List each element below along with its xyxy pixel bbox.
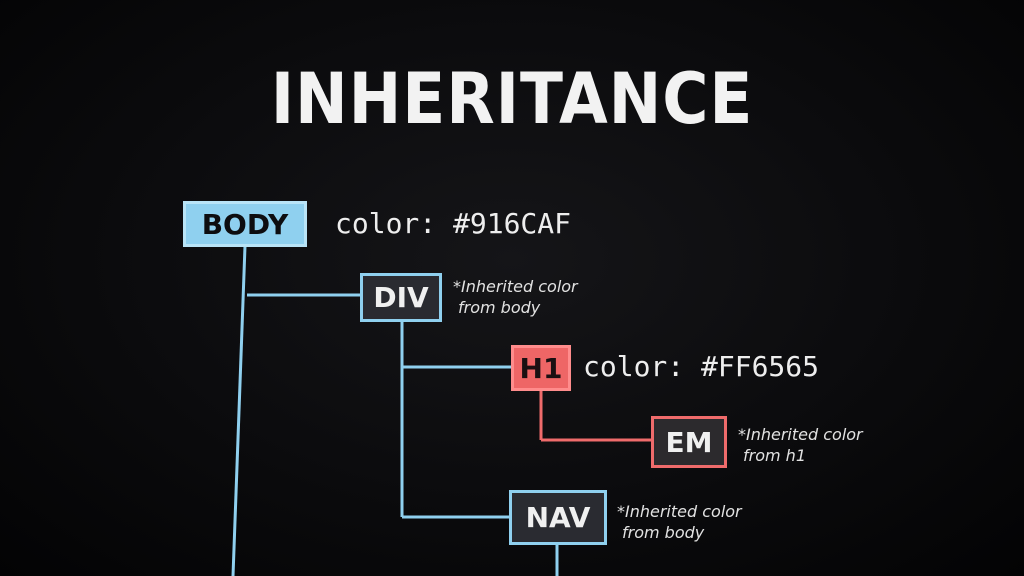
- note-nav-line2: from body: [622, 523, 705, 542]
- node-body-label: BODY: [201, 207, 289, 241]
- node-body: BODY: [183, 201, 307, 247]
- node-h1: H1: [511, 345, 571, 391]
- rule-h1: color: #FF6565: [583, 350, 820, 383]
- note-div-line2: from body: [458, 298, 541, 317]
- node-em-label: EM: [665, 425, 713, 459]
- node-nav-label: NAV: [525, 501, 591, 534]
- note-em: *Inherited color from h1: [738, 424, 863, 466]
- node-nav: NAV: [509, 490, 607, 545]
- note-em-line1: *Inherited color: [738, 425, 863, 444]
- node-em: EM: [651, 416, 727, 468]
- note-em-line2: from h1: [743, 446, 806, 465]
- rule-body: color: #916CAF: [335, 207, 572, 240]
- note-nav-line1: *Inherited color: [617, 502, 742, 521]
- note-div-line1: *Inherited color: [453, 277, 578, 296]
- note-nav: *Inherited color from body: [617, 501, 742, 543]
- node-div-label: DIV: [373, 281, 429, 314]
- page-title: INHERITANCE: [270, 58, 754, 140]
- node-h1-label: H1: [519, 351, 563, 385]
- note-div: *Inherited color from body: [453, 276, 578, 318]
- connector-body-trunk: [231, 245, 247, 576]
- node-div: DIV: [360, 273, 442, 322]
